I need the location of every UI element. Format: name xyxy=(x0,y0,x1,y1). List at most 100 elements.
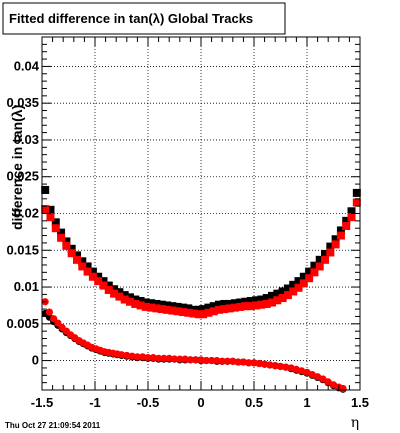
data-point-square xyxy=(51,218,60,227)
data-point-circle xyxy=(245,359,253,367)
data-point-square xyxy=(315,255,324,264)
data-point-circle xyxy=(234,358,242,366)
data-point-square xyxy=(72,251,81,260)
data-point-square xyxy=(209,307,218,316)
data-point-square xyxy=(220,299,229,308)
data-point-square xyxy=(294,283,303,292)
data-point-square xyxy=(46,213,55,222)
data-point-square xyxy=(230,299,239,308)
data-point-square xyxy=(184,308,193,317)
data-point-square xyxy=(326,242,335,251)
data-point-square xyxy=(168,302,177,311)
data-point-square xyxy=(268,298,277,307)
data-point-square xyxy=(152,299,161,308)
data-point-square xyxy=(57,228,66,237)
data-point-square xyxy=(336,231,345,240)
y-tick-label: 0.04 xyxy=(14,58,40,73)
data-point-circle xyxy=(213,356,221,365)
data-point-circle xyxy=(271,362,279,370)
data-point-square xyxy=(289,287,298,296)
data-point-square xyxy=(305,274,314,283)
data-point-circle xyxy=(117,351,126,359)
data-point-square xyxy=(141,302,150,311)
data-point-circle xyxy=(160,354,168,362)
data-point-circle xyxy=(250,359,258,367)
data-point-circle xyxy=(144,354,152,362)
x-tick-label: 1 xyxy=(303,395,310,410)
data-point-square xyxy=(131,295,140,304)
y-tick-label: 0.02 xyxy=(14,206,39,221)
data-point-square xyxy=(273,289,282,298)
data-point-square xyxy=(194,305,203,314)
data-point-circle xyxy=(139,353,147,361)
data-point-square xyxy=(136,301,145,310)
chart-title: Fitted difference in tan(λ) Global Track… xyxy=(9,11,253,26)
data-point-square xyxy=(347,207,356,216)
data-point-square xyxy=(104,281,113,290)
data-point-square xyxy=(88,272,97,281)
data-point-square xyxy=(220,305,229,314)
data-point-circle xyxy=(170,355,179,363)
data-point-circle xyxy=(165,354,173,362)
data-point-square xyxy=(99,281,108,290)
data-point-square xyxy=(41,185,50,194)
title-box-frame xyxy=(2,2,286,35)
data-point-square xyxy=(157,305,166,314)
data-point-square xyxy=(62,241,71,250)
data-point-square xyxy=(299,272,308,281)
data-point-square xyxy=(262,299,271,308)
data-point-square xyxy=(46,205,55,214)
data-point-square xyxy=(83,267,92,276)
y-tick-label: 0 xyxy=(32,353,39,368)
data-point-square xyxy=(236,298,245,307)
x-tick-label: -0.5 xyxy=(137,395,159,410)
data-point-square xyxy=(299,279,308,288)
data-point-circle xyxy=(45,308,54,316)
x-tick-label: 0 xyxy=(197,395,204,410)
data-point-square xyxy=(268,291,277,300)
data-point-square xyxy=(257,300,266,309)
data-point-square xyxy=(246,302,255,311)
data-point-circle xyxy=(339,384,347,393)
data-point-square xyxy=(141,298,150,307)
data-point-square xyxy=(215,300,224,309)
data-point-square xyxy=(51,224,60,233)
data-point-square xyxy=(67,249,76,258)
data-point-square xyxy=(310,261,319,270)
data-point-square xyxy=(252,301,261,310)
data-point-square xyxy=(347,213,356,222)
y-tick-label: 0.03 xyxy=(14,132,39,147)
data-point-square xyxy=(136,297,145,306)
y-tick-label: 0.015 xyxy=(6,242,39,257)
data-point-square xyxy=(278,294,287,303)
data-point-circle xyxy=(319,375,327,383)
data-point-square xyxy=(321,255,330,264)
data-point-square xyxy=(342,216,351,225)
data-point-square xyxy=(225,299,234,308)
data-point-square xyxy=(78,262,87,271)
data-point-circle xyxy=(181,355,189,363)
data-point-square xyxy=(326,248,335,257)
data-point-square xyxy=(331,240,340,249)
data-point-square xyxy=(178,303,187,312)
data-point-circle xyxy=(255,359,263,368)
data-point-circle xyxy=(197,356,205,364)
data-point-square xyxy=(173,302,182,311)
data-point-square xyxy=(204,303,213,312)
data-point-square xyxy=(225,304,234,313)
data-point-circle xyxy=(276,362,285,371)
x-tick-labels: -1.5 -1 -0.5 0 0.5 1 1.5 xyxy=(31,395,369,410)
data-point-square xyxy=(184,304,193,313)
data-point-circle xyxy=(133,353,141,361)
data-point-square xyxy=(99,277,108,286)
data-point-square xyxy=(189,309,198,318)
data-point-square xyxy=(173,307,182,316)
data-point-square xyxy=(120,295,129,304)
data-point-square xyxy=(147,299,156,308)
data-point-square xyxy=(241,297,250,306)
data-point-circle xyxy=(261,360,269,368)
title-box: Fitted difference in tan(λ) Global Track… xyxy=(2,2,286,35)
data-point-square xyxy=(62,237,71,246)
x-tick-label: 0.5 xyxy=(245,395,263,410)
data-point-square xyxy=(199,310,208,319)
